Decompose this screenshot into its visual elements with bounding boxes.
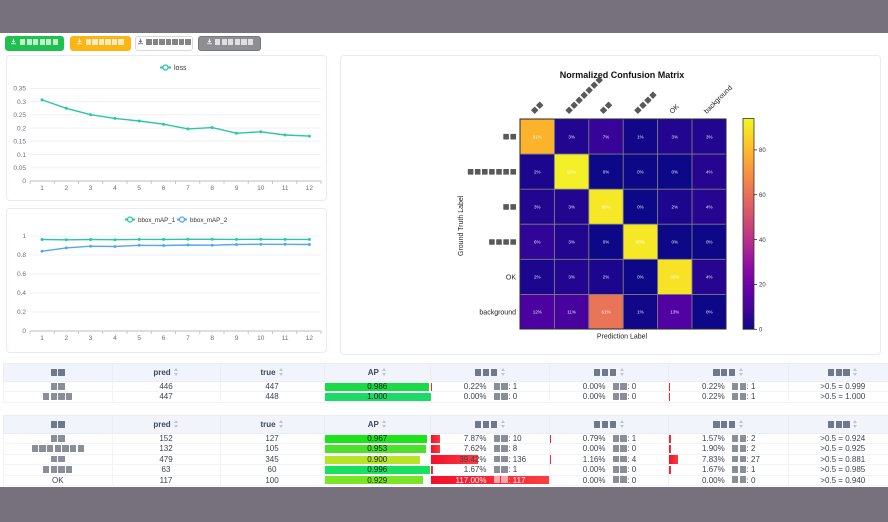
svg-text:3%: 3% bbox=[672, 134, 679, 139]
svg-text:Ground Truth Label: Ground Truth Label bbox=[458, 195, 465, 256]
svg-text:0.2: 0.2 bbox=[17, 125, 26, 132]
svg-text:2: 2 bbox=[64, 185, 68, 192]
svg-text:0: 0 bbox=[759, 328, 763, 334]
svg-text:90%: 90% bbox=[601, 205, 610, 210]
svg-text:5: 5 bbox=[137, 185, 141, 192]
svg-text:92%: 92% bbox=[567, 169, 576, 174]
svg-text:0.6: 0.6 bbox=[17, 271, 26, 278]
svg-text:10: 10 bbox=[257, 335, 265, 342]
svg-text:OK: OK bbox=[506, 274, 516, 281]
svg-text:0%: 0% bbox=[637, 205, 644, 210]
svg-text:bbox_mAP_1: bbox_mAP_1 bbox=[138, 217, 176, 224]
svg-text:0%: 0% bbox=[637, 275, 644, 280]
svg-text:6: 6 bbox=[162, 185, 166, 192]
svg-text:1: 1 bbox=[22, 233, 26, 240]
svg-text:60: 60 bbox=[759, 193, 766, 199]
svg-text:1: 1 bbox=[40, 185, 44, 192]
svg-text:4%: 4% bbox=[706, 169, 713, 174]
svg-text:1%: 1% bbox=[637, 134, 644, 139]
svg-text:7: 7 bbox=[186, 335, 190, 342]
svg-text:2%: 2% bbox=[534, 275, 541, 280]
svg-text:9: 9 bbox=[235, 335, 239, 342]
svg-text:4%: 4% bbox=[706, 205, 713, 210]
svg-text:1%: 1% bbox=[637, 310, 644, 315]
svg-text:0%: 0% bbox=[637, 169, 644, 174]
svg-text:0%: 0% bbox=[672, 169, 679, 174]
svg-text:0.4: 0.4 bbox=[17, 290, 26, 297]
svg-text:5: 5 bbox=[137, 335, 141, 342]
svg-text:2%: 2% bbox=[672, 205, 679, 210]
svg-text:0: 0 bbox=[22, 328, 26, 335]
svg-text:12%: 12% bbox=[533, 310, 542, 315]
svg-text:3%: 3% bbox=[706, 134, 713, 139]
svg-text:bbox_mAP_2: bbox_mAP_2 bbox=[190, 217, 228, 224]
svg-text:2%: 2% bbox=[534, 169, 541, 174]
svg-text:8: 8 bbox=[210, 335, 214, 342]
svg-text:2: 2 bbox=[64, 335, 68, 342]
svg-text:Prediction Label: Prediction Label bbox=[597, 334, 648, 341]
svg-text:3%: 3% bbox=[568, 240, 575, 245]
svg-text:4: 4 bbox=[113, 335, 117, 342]
svg-text:1: 1 bbox=[40, 335, 44, 342]
svg-text:11: 11 bbox=[282, 335, 289, 342]
svg-text:2%: 2% bbox=[603, 275, 610, 280]
svg-text:10: 10 bbox=[257, 185, 265, 192]
svg-text:12: 12 bbox=[306, 185, 314, 192]
svg-text:0%: 0% bbox=[706, 310, 713, 315]
svg-text:background: background bbox=[703, 85, 734, 116]
svg-text:89%: 89% bbox=[670, 275, 679, 280]
svg-text:9: 9 bbox=[235, 185, 239, 192]
svg-text:80: 80 bbox=[759, 148, 766, 154]
svg-text:0.1: 0.1 bbox=[17, 152, 26, 159]
svg-text:81%: 81% bbox=[533, 134, 542, 139]
svg-text:background: background bbox=[479, 309, 516, 316]
svg-text:11%: 11% bbox=[567, 310, 576, 315]
svg-text:61%: 61% bbox=[601, 310, 610, 315]
svg-text:0%: 0% bbox=[603, 240, 610, 245]
svg-text:3%: 3% bbox=[568, 275, 575, 280]
svg-text:Normalized Confusion Matrix: Normalized Confusion Matrix bbox=[560, 70, 685, 80]
svg-text:4%: 4% bbox=[706, 275, 713, 280]
svg-text:0.3: 0.3 bbox=[17, 99, 26, 106]
svg-text:0: 0 bbox=[22, 178, 26, 185]
svg-text:0%: 0% bbox=[706, 240, 713, 245]
svg-text:0.8: 0.8 bbox=[17, 252, 26, 259]
svg-text:12: 12 bbox=[306, 335, 314, 342]
svg-text:0%: 0% bbox=[603, 169, 610, 174]
svg-text:4: 4 bbox=[113, 185, 117, 192]
svg-text:3%: 3% bbox=[534, 205, 541, 210]
svg-text:40: 40 bbox=[759, 238, 766, 244]
svg-text:3%: 3% bbox=[568, 134, 575, 139]
svg-text:3: 3 bbox=[89, 335, 93, 342]
svg-text:0.25: 0.25 bbox=[13, 112, 26, 119]
svg-text:13%: 13% bbox=[670, 310, 679, 315]
svg-text:3: 3 bbox=[89, 185, 93, 192]
svg-text:0.05: 0.05 bbox=[13, 165, 26, 172]
svg-text:8: 8 bbox=[210, 185, 214, 192]
svg-text:6%: 6% bbox=[534, 240, 541, 245]
svg-text:0.2: 0.2 bbox=[17, 309, 26, 316]
svg-text:0%: 0% bbox=[672, 240, 679, 245]
svg-text:OK: OK bbox=[669, 103, 681, 115]
svg-text:0.35: 0.35 bbox=[13, 86, 26, 93]
svg-text:7: 7 bbox=[186, 185, 190, 192]
svg-text:6: 6 bbox=[162, 335, 166, 342]
svg-text:11: 11 bbox=[282, 185, 289, 192]
svg-text:3%: 3% bbox=[568, 205, 575, 210]
svg-text:90%: 90% bbox=[636, 240, 645, 245]
svg-text:0.15: 0.15 bbox=[13, 139, 26, 146]
svg-text:loss: loss bbox=[174, 65, 187, 72]
svg-text:7%: 7% bbox=[603, 134, 610, 139]
svg-text:20: 20 bbox=[759, 283, 766, 289]
